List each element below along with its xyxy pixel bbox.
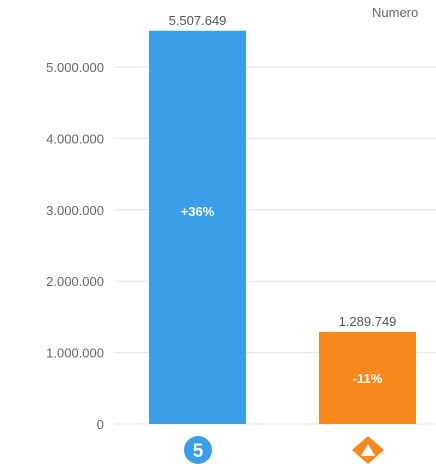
y-tick-label: 3.000.000 bbox=[46, 203, 104, 218]
y-tick-label: 4.000.000 bbox=[46, 131, 104, 146]
bar-value-label: 5.507.649 bbox=[169, 13, 227, 28]
telecinco-logo-text: 5 bbox=[193, 441, 204, 462]
telecinco-logo-icon: 5 bbox=[184, 436, 212, 464]
y-tick-label: 2.000.000 bbox=[46, 274, 104, 289]
y-tick-label: 1.000.000 bbox=[46, 346, 104, 361]
bar-antena-3 bbox=[319, 331, 416, 424]
y-axis: 0 1.000.000 2.000.000 3.000.000 4.000.000 5.0… bbox=[46, 60, 104, 432]
bar-change-label: -11% bbox=[353, 371, 383, 386]
chart-title: Numero bbox=[372, 5, 418, 20]
category-logos: 5 bbox=[184, 436, 384, 464]
bar-telecinco bbox=[149, 30, 246, 425]
bars: 5.507.649 +36% 1.289.749 -11% bbox=[149, 13, 416, 425]
bar-change-label: +36% bbox=[181, 204, 215, 219]
antena3-logo-icon bbox=[352, 436, 384, 464]
y-tick-label: 0 bbox=[97, 417, 104, 432]
y-tick-label: 5.000.000 bbox=[46, 60, 104, 75]
bar-value-label: 1.289.749 bbox=[339, 314, 397, 329]
